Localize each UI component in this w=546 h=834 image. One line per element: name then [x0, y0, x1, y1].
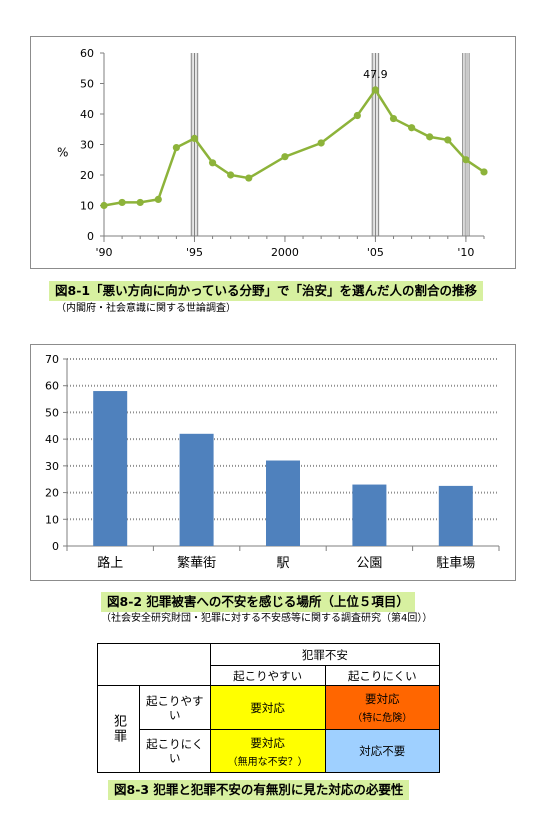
matrix-cell-crime-unlikely-anxiety-likely: 要対応 （無用な不安？）	[209, 729, 326, 773]
data-point	[353, 111, 361, 120]
y-tick-label: 60	[80, 47, 94, 60]
matrix-cell-lu-sub: （特に危険）	[352, 713, 413, 724]
figure-8-2-source: （社会安全研究財団・犯罪に対する不安感等に関する調査研究（第4回））	[101, 613, 433, 624]
bar-4	[352, 484, 387, 546]
x-tick-label: 駅	[276, 556, 289, 571]
matrix-cell-lu-main: 要対応	[365, 692, 400, 706]
matrix-cell-crime-likely-anxiety-likely: 要対応	[209, 685, 326, 730]
figure-8-2-caption: 図8-2 犯罪被害への不安を感じる場所（上位５項目）	[101, 592, 415, 612]
line-chart-frame: 0 10 20 30 40 50 60% '90 '95 2000 '05 '10 47.9	[30, 36, 516, 269]
matrix-col-header: 犯罪不安	[209, 643, 441, 666]
matrix-corner	[97, 643, 211, 686]
x-tick-label: 2000	[271, 246, 299, 259]
bar-5	[438, 485, 473, 546]
data-point	[426, 133, 434, 141]
x-tick-label: '95	[186, 246, 203, 259]
matrix-cell-crime-unlikely-anxiety-unlikely: 対応不要	[324, 729, 441, 773]
risk-matrix: 犯罪不安 起こりやすい 起こりにくい 犯罪 起こりやすい 要対応 要対応 （特に…	[97, 643, 441, 773]
x-tick-label: '10	[457, 246, 474, 259]
highlight-column-2005	[371, 53, 380, 236]
data-point	[227, 171, 235, 179]
highlight-column-1995	[190, 53, 199, 236]
matrix-cell-ul-sub: （無用な不安？）	[227, 756, 308, 768]
bar-chart-frame: 0 10 20 30 40 50 60 70 路上 繁華街 駅 公園 駐車場	[30, 344, 516, 581]
matrix-row-header: 犯罪	[97, 685, 140, 773]
data-point	[371, 86, 380, 94]
y-tick-label: 20	[80, 169, 94, 182]
highlight-column-2010	[462, 53, 470, 236]
y-tick-label: 70	[45, 353, 59, 366]
bar-chart: 0 10 20 30 40 50 60 70 路上 繁華街 駅 公園 駐車場	[45, 353, 500, 571]
data-point	[389, 114, 398, 123]
y-tick-label: 0	[52, 540, 59, 553]
y-tick-label: 40	[80, 108, 94, 121]
matrix-row-unlikely-text: 起こりにくい	[146, 737, 204, 765]
data-point	[208, 159, 217, 167]
y-axis-label: %	[57, 146, 68, 160]
matrix-cell-crime-likely-anxiety-unlikely: 要対応 （特に危険）	[324, 685, 441, 730]
figure-8-1-caption: 図8-1「悪い方向に向かっている分野」で「治安」を選んだ人の割合の推移	[49, 281, 483, 301]
y-tick-label: 10	[80, 200, 94, 213]
y-tick-label: 60	[45, 380, 59, 393]
y-tick-label: 30	[80, 139, 94, 152]
series-line	[103, 87, 485, 207]
bar-1	[93, 391, 128, 546]
x-tick-label: 公園	[356, 556, 382, 571]
y-tick-label: 30	[45, 460, 59, 473]
data-point	[118, 198, 126, 207]
data-point	[281, 153, 289, 161]
matrix-col-likely: 起こりやすい	[209, 665, 326, 686]
matrix-row-likely: 起こりやすい	[138, 685, 211, 730]
y-tick-label: 20	[45, 487, 59, 500]
data-point	[245, 174, 253, 182]
matrix-row-likely-text: 起こりやすい	[146, 693, 204, 722]
y-tick-label: 50	[80, 78, 94, 91]
data-point	[462, 156, 470, 164]
x-tick-label: 路上	[97, 555, 123, 571]
data-point	[480, 168, 488, 176]
y-tick-label: 0	[87, 230, 94, 243]
y-tick-label: 10	[45, 513, 59, 526]
matrix-cell-ul-main: 要対応	[250, 735, 285, 750]
y-tick-label: 40	[45, 433, 59, 446]
data-point	[172, 143, 180, 152]
data-point	[190, 134, 199, 142]
data-point	[408, 124, 416, 132]
line-chart: 0 10 20 30 40 50 60% '90 '95 2000 '05 '10 47.9	[57, 47, 488, 259]
matrix-col-unlikely: 起こりにくい	[324, 665, 441, 686]
bar-2	[179, 433, 214, 546]
figure-8-3-caption: 図8-3 犯罪と犯罪不安の有無別に見た対応の必要性	[108, 780, 410, 800]
data-point	[154, 195, 162, 203]
x-tick-label: '90	[95, 246, 112, 259]
matrix-row-unlikely: 起こりにくい	[138, 729, 211, 773]
data-label-peak: 47.9	[363, 68, 388, 81]
x-tick-label: '05	[367, 246, 384, 259]
matrix-row-header-text: 犯罪	[110, 714, 126, 744]
data-point	[136, 198, 144, 207]
figure-8-1-source: （内閣府・社会意識に関する世論調査）	[56, 303, 236, 314]
data-point	[100, 201, 108, 210]
data-point	[444, 136, 452, 144]
data-point	[317, 139, 325, 147]
x-tick-label: 繁華街	[177, 555, 216, 571]
x-tick-label: 駐車場	[436, 556, 475, 571]
y-tick-label: 50	[45, 406, 59, 419]
bar-3	[266, 460, 300, 546]
